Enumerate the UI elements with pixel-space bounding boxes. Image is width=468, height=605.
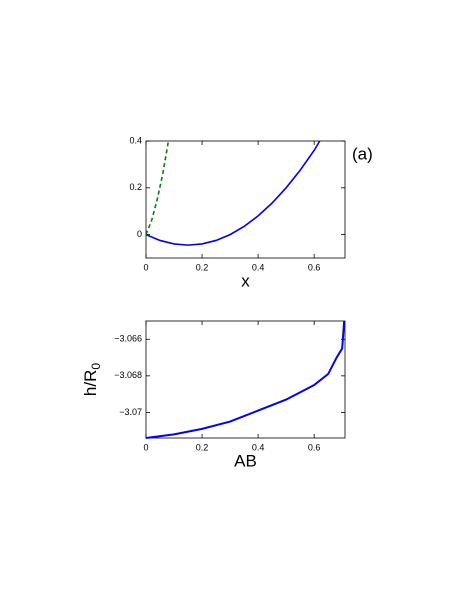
x-tick-label: 0.4 bbox=[252, 262, 265, 272]
x-tick-label: 0.6 bbox=[308, 442, 321, 452]
data-line bbox=[145, 140, 321, 246]
y-label-main: h/R bbox=[81, 370, 100, 396]
y-tick-label: 0.2 bbox=[129, 182, 142, 192]
y-tick-label: −3.07 bbox=[119, 407, 142, 417]
x-label: x bbox=[241, 271, 250, 290]
x-tick-label: 0.2 bbox=[196, 262, 209, 272]
x-tick-label: 0.6 bbox=[308, 262, 321, 272]
y-label-sub: 0 bbox=[89, 363, 103, 370]
data-line bbox=[145, 140, 170, 235]
annotation: (a) bbox=[352, 144, 373, 163]
x-label: AB bbox=[234, 451, 257, 470]
y-tick-label: 0.4 bbox=[129, 135, 142, 145]
y-tick-label: 0 bbox=[137, 229, 142, 239]
x-tick-label: 0 bbox=[143, 262, 148, 272]
y-label: h/R0 bbox=[81, 363, 103, 396]
y-tick-label: −3.068 bbox=[114, 370, 142, 380]
axes-box bbox=[145, 320, 346, 439]
axes-box bbox=[145, 140, 346, 259]
x-tick-label: 0.4 bbox=[252, 442, 265, 452]
x-tick-label: 0.2 bbox=[196, 442, 209, 452]
x-tick-label: 0 bbox=[143, 442, 148, 452]
data-line bbox=[145, 320, 346, 439]
y-tick-label: −3.066 bbox=[114, 334, 142, 344]
